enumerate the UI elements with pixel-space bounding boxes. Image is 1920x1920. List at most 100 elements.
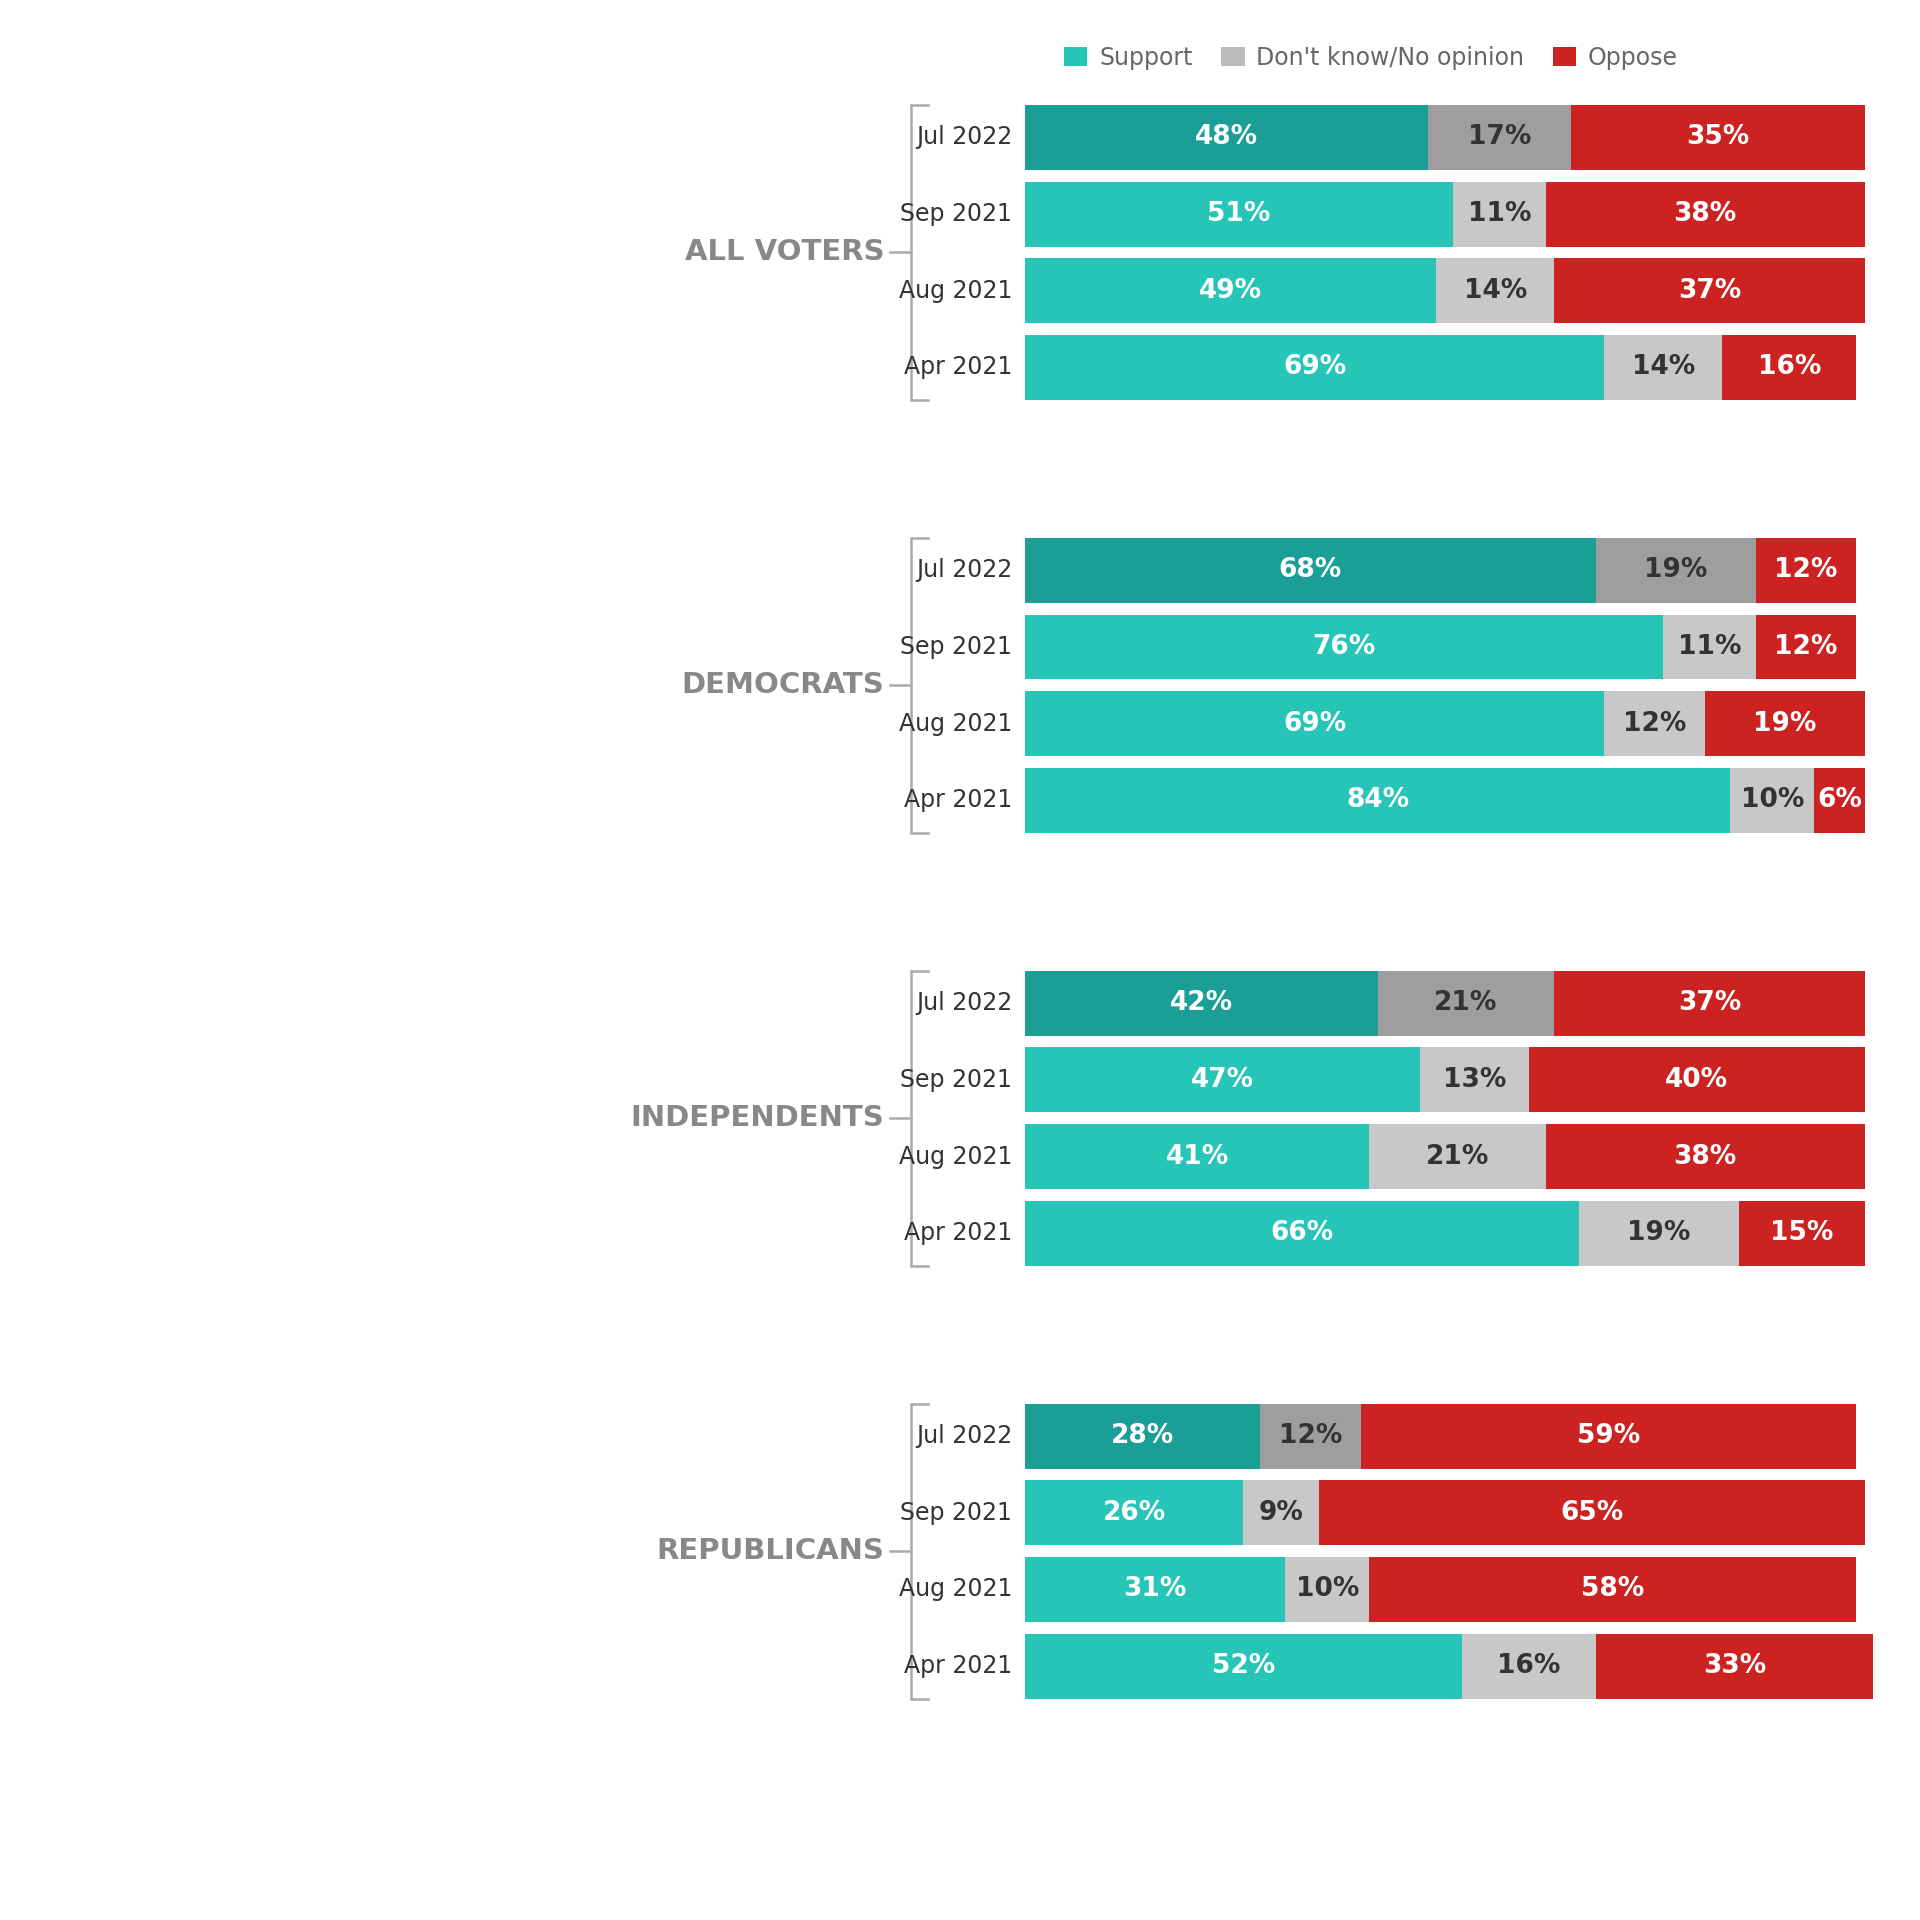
- Bar: [1025, 614, 1663, 680]
- Text: 21%: 21%: [1427, 1144, 1490, 1169]
- Text: 68%: 68%: [1279, 557, 1342, 584]
- Text: REPUBLICANS: REPUBLICANS: [657, 1538, 885, 1565]
- Bar: [1663, 614, 1755, 680]
- Text: DEMOCRATS: DEMOCRATS: [682, 672, 885, 699]
- Text: 40%: 40%: [1665, 1068, 1728, 1092]
- Text: 38%: 38%: [1674, 1144, 1738, 1169]
- Bar: [1025, 768, 1730, 833]
- Text: 16%: 16%: [1757, 355, 1820, 380]
- Bar: [1319, 1480, 1864, 1546]
- Bar: [1605, 334, 1722, 399]
- Text: 51%: 51%: [1208, 202, 1271, 227]
- Text: 28%: 28%: [1112, 1423, 1173, 1450]
- Bar: [1244, 1480, 1319, 1546]
- Text: 33%: 33%: [1703, 1653, 1766, 1680]
- Text: Aug 2021: Aug 2021: [899, 278, 1012, 303]
- Bar: [1025, 1634, 1461, 1699]
- Bar: [1025, 1048, 1419, 1112]
- Text: 38%: 38%: [1674, 202, 1738, 227]
- Bar: [1814, 768, 1864, 833]
- Bar: [1553, 259, 1864, 323]
- Text: 19%: 19%: [1753, 710, 1816, 737]
- Text: 11%: 11%: [1467, 202, 1530, 227]
- Bar: [1025, 1200, 1580, 1265]
- Bar: [1025, 1480, 1244, 1546]
- Text: Jul 2022: Jul 2022: [916, 991, 1012, 1016]
- Text: 59%: 59%: [1576, 1423, 1640, 1450]
- Text: 16%: 16%: [1498, 1653, 1561, 1680]
- Text: 9%: 9%: [1260, 1500, 1304, 1526]
- Text: 19%: 19%: [1628, 1221, 1692, 1246]
- Text: 6%: 6%: [1816, 787, 1862, 814]
- Text: 84%: 84%: [1346, 787, 1409, 814]
- Text: 42%: 42%: [1169, 991, 1233, 1016]
- Bar: [1025, 1557, 1284, 1622]
- Text: 58%: 58%: [1582, 1576, 1644, 1603]
- Text: 37%: 37%: [1678, 278, 1741, 303]
- Bar: [1740, 1200, 1864, 1265]
- Text: Sep 2021: Sep 2021: [900, 636, 1012, 659]
- Text: 41%: 41%: [1165, 1144, 1229, 1169]
- Bar: [1369, 1557, 1857, 1622]
- Bar: [1705, 691, 1864, 756]
- Bar: [1722, 334, 1857, 399]
- Text: 19%: 19%: [1644, 557, 1707, 584]
- Bar: [1361, 1404, 1857, 1469]
- Text: 37%: 37%: [1678, 991, 1741, 1016]
- Text: 10%: 10%: [1296, 1576, 1359, 1603]
- Text: Apr 2021: Apr 2021: [904, 1653, 1012, 1678]
- Bar: [1755, 614, 1857, 680]
- Text: Jul 2022: Jul 2022: [916, 125, 1012, 150]
- Text: 14%: 14%: [1463, 278, 1526, 303]
- Bar: [1025, 334, 1605, 399]
- Text: 11%: 11%: [1678, 634, 1741, 660]
- Text: 12%: 12%: [1622, 710, 1686, 737]
- Text: INDEPENDENTS: INDEPENDENTS: [632, 1104, 885, 1133]
- Text: Aug 2021: Aug 2021: [899, 712, 1012, 735]
- Text: 47%: 47%: [1190, 1068, 1254, 1092]
- Text: 49%: 49%: [1198, 278, 1261, 303]
- Text: 69%: 69%: [1283, 710, 1346, 737]
- Text: Aug 2021: Aug 2021: [899, 1578, 1012, 1601]
- Text: Sep 2021: Sep 2021: [900, 202, 1012, 227]
- Bar: [1025, 538, 1596, 603]
- Text: 13%: 13%: [1442, 1068, 1505, 1092]
- Legend: Support, Don't know/No opinion, Oppose: Support, Don't know/No opinion, Oppose: [1054, 36, 1688, 79]
- Text: Aug 2021: Aug 2021: [899, 1144, 1012, 1169]
- Bar: [1528, 1048, 1864, 1112]
- Bar: [1436, 259, 1553, 323]
- Text: 35%: 35%: [1686, 125, 1749, 150]
- Text: 66%: 66%: [1271, 1221, 1334, 1246]
- Bar: [1580, 1200, 1740, 1265]
- Text: 69%: 69%: [1283, 355, 1346, 380]
- Text: Apr 2021: Apr 2021: [904, 1221, 1012, 1246]
- Text: Apr 2021: Apr 2021: [904, 789, 1012, 812]
- Bar: [1546, 1123, 1864, 1188]
- Bar: [1025, 972, 1379, 1035]
- Text: 15%: 15%: [1770, 1221, 1834, 1246]
- Bar: [1596, 538, 1755, 603]
- Text: 12%: 12%: [1774, 634, 1837, 660]
- Text: 12%: 12%: [1279, 1423, 1342, 1450]
- Bar: [1596, 1634, 1874, 1699]
- Bar: [1419, 1048, 1528, 1112]
- Text: Sep 2021: Sep 2021: [900, 1501, 1012, 1524]
- Bar: [1553, 972, 1864, 1035]
- Bar: [1428, 106, 1571, 171]
- Bar: [1730, 768, 1814, 833]
- Bar: [1453, 182, 1546, 246]
- Bar: [1546, 182, 1864, 246]
- Text: Sep 2021: Sep 2021: [900, 1068, 1012, 1092]
- Text: Jul 2022: Jul 2022: [916, 559, 1012, 582]
- Bar: [1025, 1404, 1260, 1469]
- Text: Jul 2022: Jul 2022: [916, 1425, 1012, 1448]
- Text: 21%: 21%: [1434, 991, 1498, 1016]
- Text: 31%: 31%: [1123, 1576, 1187, 1603]
- Bar: [1461, 1634, 1596, 1699]
- Text: 10%: 10%: [1741, 787, 1805, 814]
- Bar: [1571, 106, 1864, 171]
- Bar: [1379, 972, 1553, 1035]
- Bar: [1025, 259, 1436, 323]
- Bar: [1025, 182, 1453, 246]
- Bar: [1369, 1123, 1546, 1188]
